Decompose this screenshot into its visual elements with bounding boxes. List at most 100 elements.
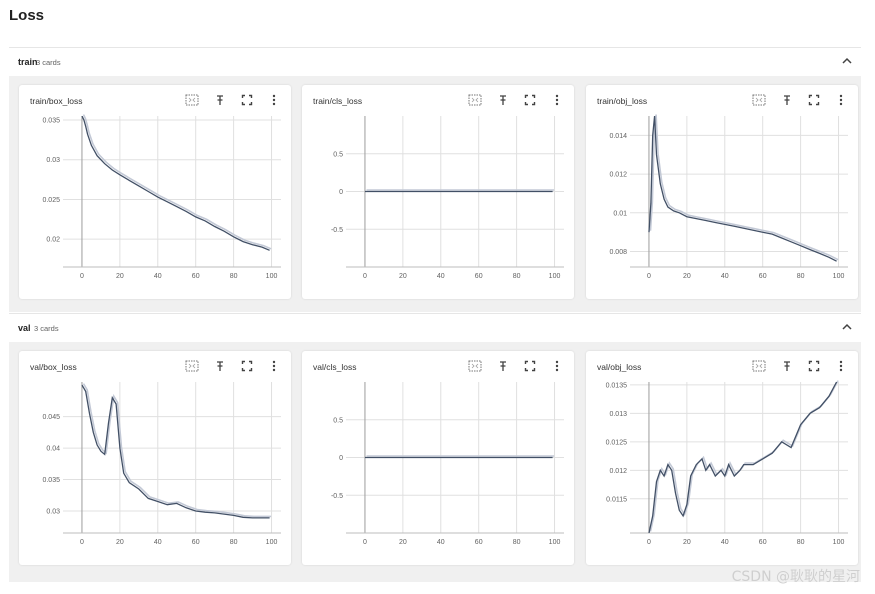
pin-icon[interactable]: [495, 92, 511, 108]
x-tick-label: 40: [721, 539, 729, 546]
x-tick-label: 0: [80, 273, 84, 280]
fullscreen-icon[interactable]: [239, 92, 255, 108]
chevron-up-icon[interactable]: [839, 319, 855, 335]
fullscreen-icon[interactable]: [522, 358, 538, 374]
x-tick-label: 20: [399, 539, 407, 546]
x-tick-label: 0: [647, 273, 651, 280]
chart-card: train/cls_loss 0 20 40 60 80 100 0.5 0 -0.5: [302, 85, 574, 299]
more-vert-icon[interactable]: [833, 92, 849, 108]
fit-domain-icon[interactable]: [467, 358, 483, 374]
x-tick-label: 40: [154, 539, 162, 546]
card-title: train/obj_loss: [597, 96, 648, 106]
fullscreen-icon[interactable]: [239, 358, 255, 374]
x-tick-label: 100: [833, 539, 845, 546]
series-line: [648, 382, 838, 533]
y-tick-label: 0.025: [42, 197, 60, 204]
y-tick-label: 0.03: [46, 508, 60, 515]
x-tick-label: 100: [266, 539, 278, 546]
y-tick-label: 0.03: [46, 157, 60, 164]
pin-icon[interactable]: [779, 358, 795, 374]
x-tick-label: 60: [759, 273, 767, 280]
fit-domain-icon[interactable]: [751, 92, 767, 108]
x-tick-label: 80: [797, 539, 805, 546]
y-tick-label: 0: [339, 189, 343, 196]
card-title: val/obj_loss: [597, 362, 642, 372]
pin-icon[interactable]: [212, 358, 228, 374]
fullscreen-icon[interactable]: [806, 358, 822, 374]
y-tick-label: 0.01: [613, 210, 627, 217]
y-tick-label: -0.5: [331, 493, 343, 500]
x-tick-label: 80: [230, 273, 238, 280]
chart-plot: 0 20 40 60 80 100 0.03 0.035 0.04 0.045: [42, 382, 281, 546]
y-tick-label: 0.0135: [606, 382, 628, 389]
x-tick-label: 100: [549, 539, 561, 546]
pin-icon[interactable]: [495, 358, 511, 374]
series-line: [81, 116, 270, 251]
x-tick-label: 0: [647, 539, 651, 546]
y-tick-label: 0.0125: [606, 439, 628, 446]
more-vert-icon[interactable]: [266, 92, 282, 108]
group-header-train[interactable]: train 3 cards: [9, 47, 861, 75]
fit-domain-icon[interactable]: [751, 358, 767, 374]
x-tick-label: 80: [230, 539, 238, 546]
y-tick-label: 0.008: [609, 249, 627, 256]
y-tick-label: 0.012: [609, 172, 627, 179]
fit-domain-icon[interactable]: [467, 92, 483, 108]
fullscreen-icon[interactable]: [806, 92, 822, 108]
x-tick-label: 20: [116, 539, 124, 546]
y-tick-label: 0.035: [42, 117, 60, 124]
series-line-raw: [649, 114, 839, 261]
x-tick-label: 40: [154, 273, 162, 280]
train-cards-panel: train/box_loss 0 20 40 60 80 100 0.02 0.025 0.03 0…: [9, 76, 861, 312]
watermark: CSDN @耿耿的星河: [731, 569, 860, 585]
y-tick-label: 0.5: [333, 417, 343, 424]
y-tick-label: 0.035: [42, 477, 60, 484]
y-tick-label: 0.04: [46, 446, 60, 453]
y-tick-label: 0.012: [609, 468, 627, 475]
x-tick-label: 60: [475, 539, 483, 546]
fullscreen-icon[interactable]: [522, 92, 538, 108]
x-tick-label: 40: [437, 273, 445, 280]
x-tick-label: 40: [721, 273, 729, 280]
x-tick-label: 0: [80, 539, 84, 546]
x-tick-label: 60: [192, 539, 200, 546]
group-count: 3 cards: [36, 58, 61, 67]
x-tick-label: 100: [266, 273, 278, 280]
y-tick-label: -0.5: [331, 227, 343, 234]
more-vert-icon[interactable]: [549, 92, 565, 108]
val-cards-panel: val/box_loss 0 20 40 60 80 100 0.03 0.035 0.04 0.0…: [9, 342, 861, 582]
x-tick-label: 20: [116, 273, 124, 280]
group-name: train: [18, 57, 38, 67]
series-line-raw: [82, 383, 272, 518]
pin-icon[interactable]: [779, 92, 795, 108]
y-tick-label: 0.0115: [606, 496, 627, 503]
x-tick-label: 20: [683, 539, 691, 546]
y-tick-label: 0.02: [46, 237, 60, 244]
pin-icon[interactable]: [212, 92, 228, 108]
fit-domain-icon[interactable]: [184, 358, 200, 374]
x-tick-label: 20: [399, 273, 407, 280]
more-vert-icon[interactable]: [549, 358, 565, 374]
chart-plot: 0 20 40 60 80 100 0.5 0 -0.5: [331, 116, 564, 280]
series-line-raw: [82, 114, 272, 250]
x-tick-label: 40: [437, 539, 445, 546]
card-title: val/cls_loss: [313, 362, 357, 372]
x-tick-label: 20: [683, 273, 691, 280]
chevron-up-icon[interactable]: [839, 53, 855, 69]
page-title: Loss: [9, 7, 45, 24]
group-header-val[interactable]: val 3 cards: [9, 313, 861, 341]
card-title: val/box_loss: [30, 362, 77, 372]
x-tick-label: 0: [363, 539, 367, 546]
x-tick-label: 100: [549, 273, 561, 280]
fit-domain-icon[interactable]: [184, 92, 200, 108]
more-vert-icon[interactable]: [833, 358, 849, 374]
y-tick-label: 0.014: [609, 133, 627, 140]
y-tick-label: 0.5: [333, 151, 343, 158]
y-tick-label: 0: [339, 455, 343, 462]
more-vert-icon[interactable]: [266, 358, 282, 374]
x-tick-label: 60: [759, 539, 767, 546]
card-title: train/cls_loss: [313, 96, 363, 106]
x-tick-label: 80: [513, 539, 521, 546]
x-tick-label: 80: [797, 273, 805, 280]
chart-card: train/box_loss 0 20 40 60 80 100 0.02 0.025 0.03 0…: [19, 85, 291, 299]
